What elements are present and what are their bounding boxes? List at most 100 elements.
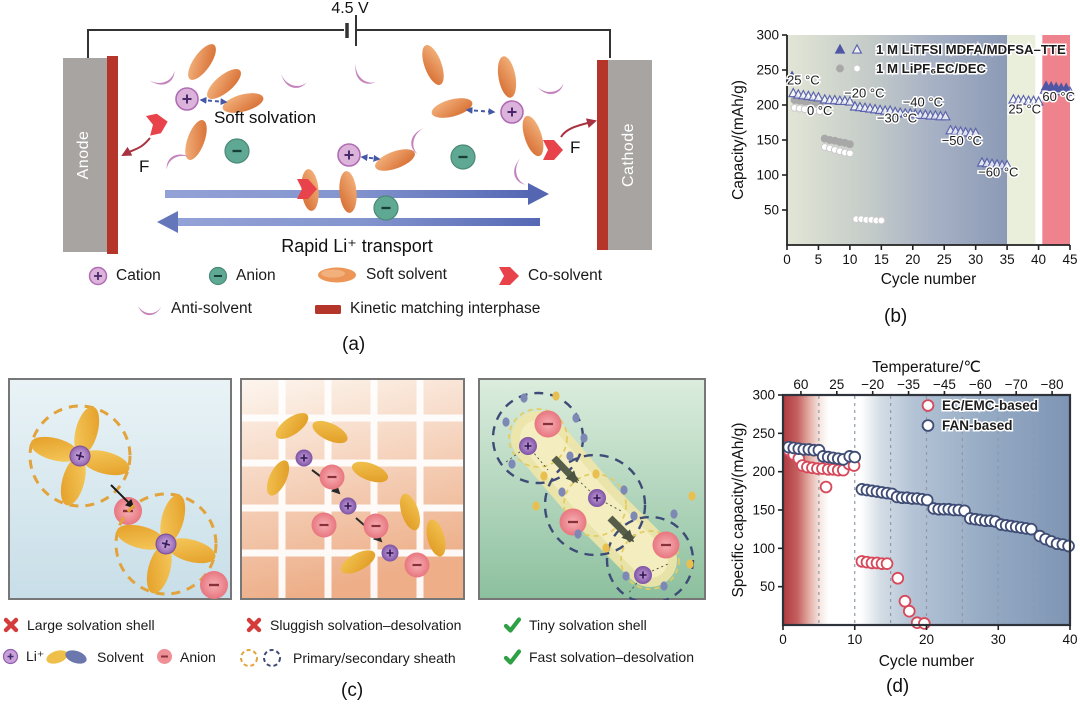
temperature-annotation: 25 °C bbox=[787, 73, 820, 88]
cation-molecules bbox=[295, 449, 399, 562]
fluorine-arrow bbox=[121, 137, 151, 156]
data-point bbox=[845, 140, 854, 149]
cathode-interphase-layer bbox=[597, 60, 608, 250]
x-tick-label: 5 bbox=[815, 252, 823, 267]
anion-molecules bbox=[224, 138, 476, 221]
data-point bbox=[970, 127, 981, 138]
axis-titles: Capacity/(mAh/g) Cycle number bbox=[730, 80, 976, 288]
sluggish-desolvation-schematic bbox=[240, 378, 465, 600]
cation-molecules bbox=[519, 437, 652, 584]
fluorine-transfer-left: F bbox=[121, 137, 151, 176]
series-litfsi-filled bbox=[786, 70, 1072, 93]
legend-item-sheath: Primary/secondary sheath bbox=[238, 648, 456, 668]
x-tick-label: 10 bbox=[842, 252, 857, 267]
legend-label: Primary/secondary sheath bbox=[293, 650, 456, 666]
top-tick-label: −35 bbox=[897, 377, 920, 392]
panel-a-label: (a) bbox=[342, 334, 366, 355]
legend-item-tiny-shell: Tiny solvation shell bbox=[503, 616, 647, 634]
anion bbox=[200, 571, 228, 599]
check-icon bbox=[503, 617, 522, 633]
data-point bbox=[940, 110, 951, 121]
y-tick-label: 300 bbox=[756, 28, 779, 43]
top-tick-label: −20 bbox=[861, 377, 884, 392]
fluorine-label: F bbox=[139, 157, 149, 176]
top-tick-label: 25 bbox=[829, 377, 844, 392]
panel-b-label: (b) bbox=[884, 306, 908, 327]
temperature-annotation: −20 °C bbox=[844, 85, 884, 100]
x-tick-label: 30 bbox=[968, 252, 983, 267]
legend-label: Large solvation shell bbox=[27, 617, 155, 633]
soft-solvation-label: Soft solvation bbox=[214, 108, 316, 127]
co-solvent-molecules bbox=[146, 113, 563, 199]
data-point bbox=[853, 64, 861, 73]
co-solvent-icon bbox=[499, 267, 519, 285]
cathode-label: Cathode bbox=[620, 123, 637, 187]
cation-molecules bbox=[175, 87, 524, 167]
transport-label: Rapid Li⁺ transport bbox=[281, 236, 433, 256]
legend-item-fast-desolvation: Fast solvation–desolvation bbox=[503, 648, 694, 666]
battery-schematic: 4.5 V Anode Cathode bbox=[63, 0, 652, 256]
y-tick-label: 200 bbox=[752, 464, 775, 479]
large-solvation-shell-schematic bbox=[8, 378, 232, 600]
y-tick-label: 150 bbox=[756, 133, 779, 148]
data-point bbox=[902, 604, 916, 618]
chart-legend-label: 1 M LiPF₆EC/DEC bbox=[876, 61, 987, 76]
legend-label: Kinetic matching interphase bbox=[350, 300, 541, 317]
temperature-annotation: −50 °C bbox=[942, 133, 982, 148]
chart-legend: EC/EMC-based FAN-based bbox=[921, 397, 1040, 435]
x-tick-label: 20 bbox=[905, 252, 920, 267]
chart-legend: 1 M LiTFSI MDFA/MDFSA–TTE 1 M LiPF₆EC/DEC bbox=[834, 41, 1067, 78]
legend-item-co-solvent: Co-solvent bbox=[498, 266, 602, 286]
legend-label: Fast solvation–desolvation bbox=[529, 649, 694, 665]
legend-label: Anti-solvent bbox=[171, 300, 252, 317]
legend-label: Solvent bbox=[97, 649, 144, 665]
legend-item-sluggish: Sluggish solvation–desolvation bbox=[245, 616, 461, 634]
data-point bbox=[920, 493, 934, 507]
legend-item-soft-solvent: Soft solvent bbox=[316, 266, 447, 284]
y-tick-label: 50 bbox=[760, 579, 775, 594]
legend-label: Li⁺ bbox=[26, 648, 45, 664]
legend-label: Anion bbox=[236, 267, 276, 284]
solvent-pair-icon bbox=[46, 650, 87, 664]
panel-c-label: (c) bbox=[341, 680, 364, 701]
cross-icon bbox=[246, 617, 262, 633]
circuit-wire bbox=[87, 29, 611, 58]
anion-molecules bbox=[311, 464, 430, 578]
cation-icon bbox=[88, 266, 108, 286]
check-icon bbox=[503, 649, 522, 665]
anion-icon bbox=[157, 649, 172, 664]
data-point bbox=[880, 557, 894, 570]
data-point bbox=[848, 450, 862, 464]
x-tick-label: 30 bbox=[991, 632, 1006, 647]
interphase-icon bbox=[315, 304, 341, 314]
x-tick-label: 45 bbox=[1062, 252, 1077, 267]
legend-label: Cation bbox=[116, 267, 161, 284]
capacity-vs-cycle-chart: 50 100 150 200 250 300 0 5 10 15 20 25 30 35 40 45 25 °C… bbox=[730, 28, 1078, 289]
data-point bbox=[786, 70, 798, 81]
data-point bbox=[1024, 522, 1038, 536]
panel-d-label: (d) bbox=[886, 676, 910, 697]
circuit: 4.5 V bbox=[87, 0, 611, 58]
annotations: 25 °C 0 °C −20 °C −30 °C −40 °C −50 °C −60 °C 2… bbox=[786, 71, 1077, 181]
x-axis-title: Cycle number bbox=[879, 653, 975, 670]
soft-solvent-icon bbox=[318, 267, 356, 283]
legend-item-anion: Anion bbox=[208, 266, 276, 286]
x-tick-label: 25 bbox=[937, 252, 952, 267]
anode-interphase-layer bbox=[107, 56, 118, 254]
top-tick-label: −60 bbox=[969, 377, 992, 392]
y-tick-label: 100 bbox=[752, 541, 775, 556]
fluorine-label: F bbox=[570, 138, 580, 157]
legend-item-large-shell: Large solvation shell bbox=[2, 616, 155, 634]
data-point bbox=[845, 149, 854, 158]
y-tick-label: 250 bbox=[752, 426, 775, 441]
x-axis-title: Cycle number bbox=[881, 271, 977, 288]
solvent-molecules bbox=[266, 413, 446, 574]
legend-item-anti-solvent: Anti-solvent bbox=[136, 300, 252, 318]
legend-item-cation: Cation bbox=[88, 266, 161, 286]
data-point bbox=[921, 399, 935, 412]
temperature-annotation: −40 °C bbox=[903, 94, 943, 109]
anti-solvent-molecules bbox=[149, 63, 564, 185]
